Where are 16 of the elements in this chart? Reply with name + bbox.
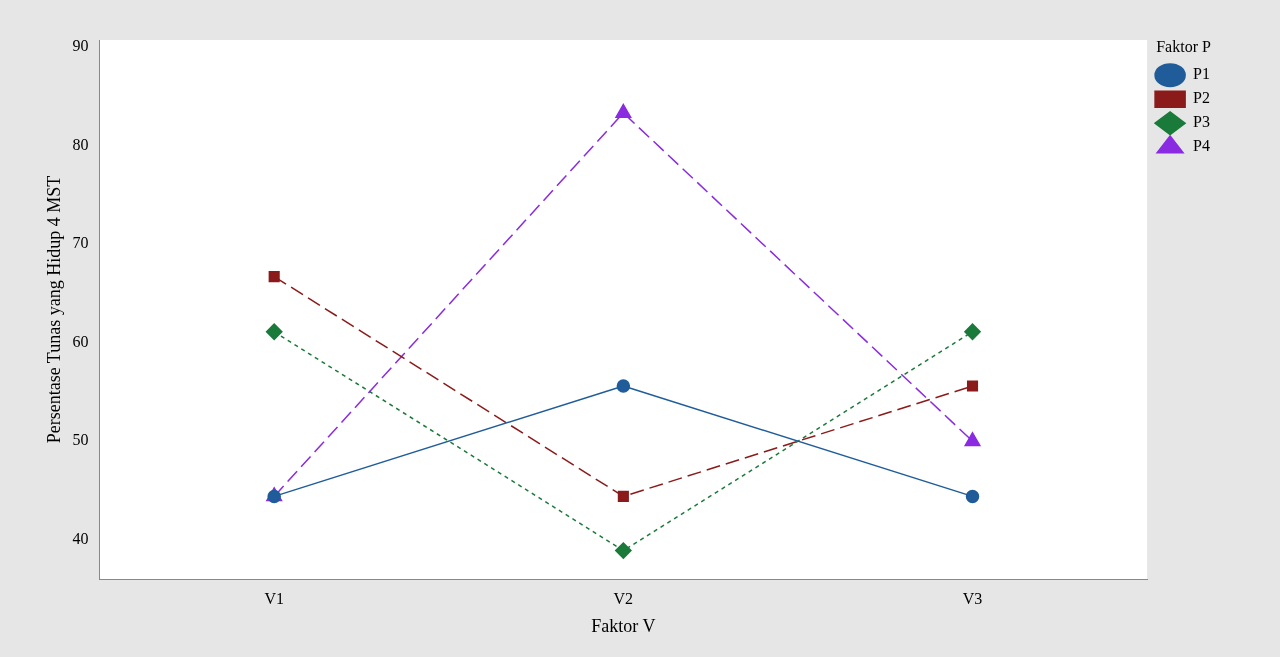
x-tick-label: V3 xyxy=(962,590,983,607)
legend-label: P4 xyxy=(1193,137,1211,155)
y-axis-title: Persentase Tunas yang Hidup 4 MST xyxy=(43,175,64,444)
y-tick-label: 70 xyxy=(72,234,89,252)
x-axis-title: Faktor V xyxy=(591,615,656,636)
y-tick-label: 60 xyxy=(72,332,89,350)
legend-title: Faktor P xyxy=(1156,38,1211,56)
y-tick-label: 80 xyxy=(72,135,89,153)
y-tick-label: 90 xyxy=(72,37,89,55)
legend-label: P1 xyxy=(1193,65,1211,83)
legend-label: P2 xyxy=(1193,89,1211,107)
y-tick-label: 50 xyxy=(72,431,89,449)
x-tick-label: V2 xyxy=(613,590,634,607)
x-tick-label: V1 xyxy=(264,590,284,607)
legend-label: P3 xyxy=(1193,113,1211,131)
y-tick-label: 40 xyxy=(72,529,89,547)
